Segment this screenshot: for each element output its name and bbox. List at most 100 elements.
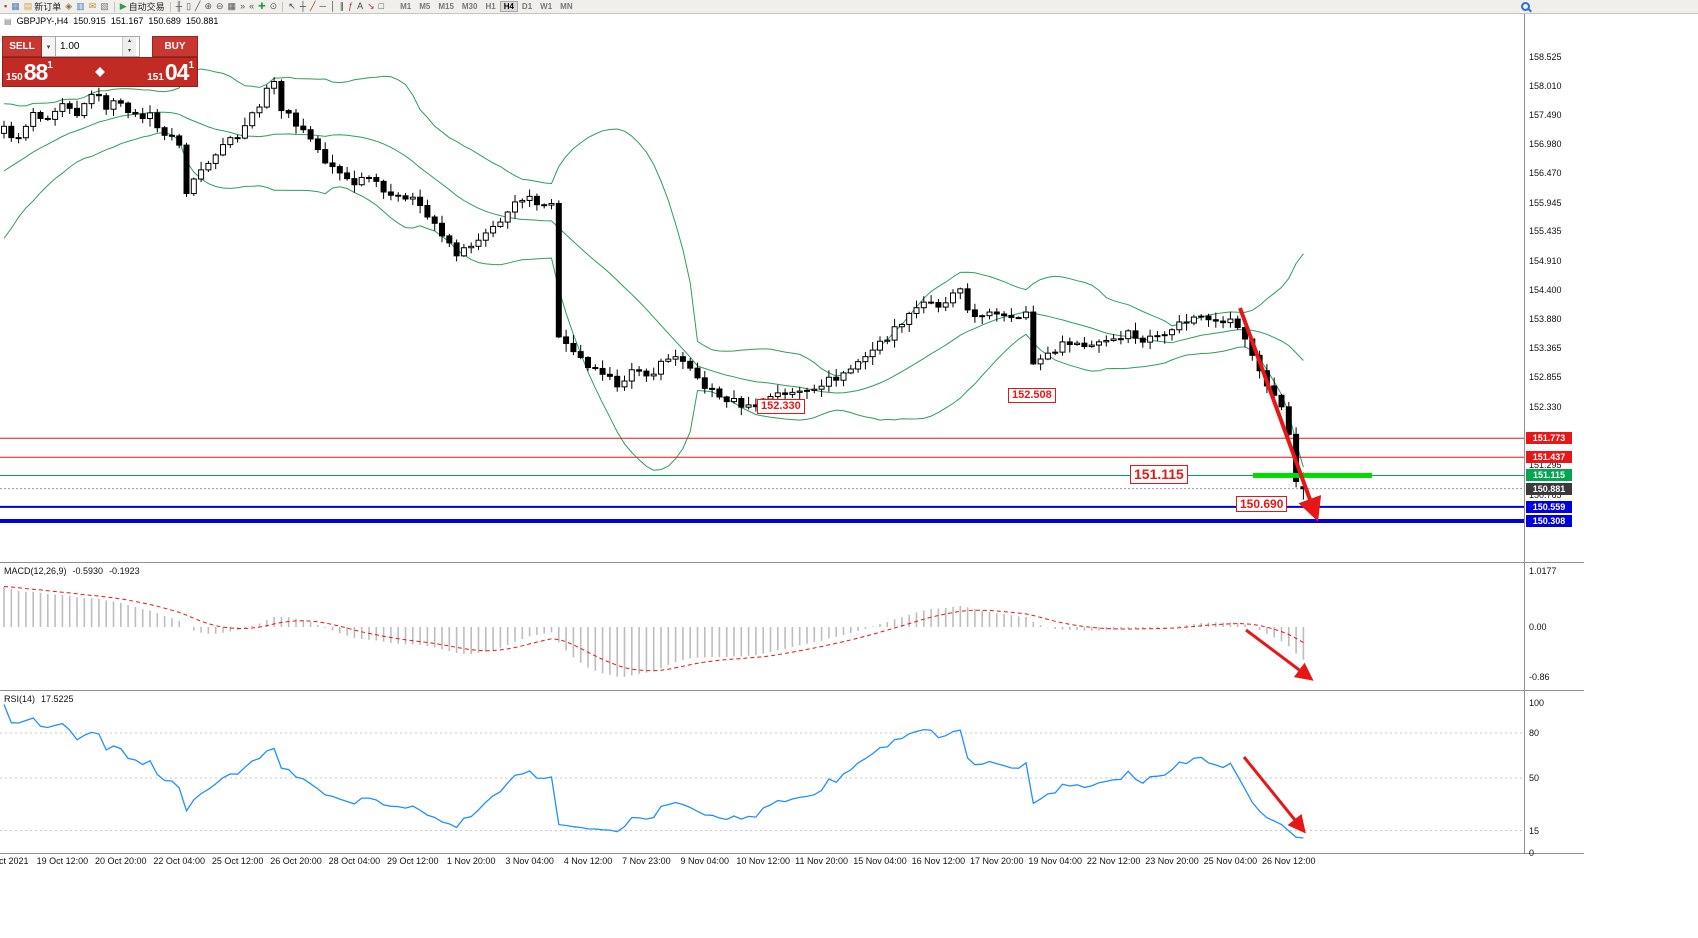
buy-button[interactable]: BUY (152, 36, 198, 57)
rsi-label: RSI(14) 17.5225 (4, 694, 74, 704)
timeframe-m15[interactable]: M15 (438, 2, 454, 11)
candlesticks (1, 77, 1307, 500)
main-toolbar: ▪ ▦ ▤ 新订单 ◈ ▥ ✉ ▧ ▶ 自动交易 ╫ ▯ ╱ ⊕ ⊖ ▦» «✚ ⊙ ↖ ┼ ╱ ─ │ ∥ ƒ A ↘ □ M1 M5… (0, 0, 1698, 14)
timeframe-m5[interactable]: M5 (419, 2, 431, 11)
cursor-icon[interactable]: ↖ (286, 1, 298, 13)
macd-scale-max: 1.0177 (1529, 566, 1557, 576)
volume-spinner: ▴ ▾ (122, 37, 136, 56)
rsi-value: 17.5225 (41, 694, 74, 704)
tile-windows-icon[interactable]: ▦ (226, 1, 239, 13)
time-label: 22 Nov 12:00 (1086, 856, 1141, 866)
volume-input[interactable] (56, 37, 122, 56)
timeframe-mn[interactable]: MN (560, 2, 573, 11)
shapes-icon[interactable]: □ (377, 1, 386, 13)
auto-trading-button[interactable]: ▶ 自动交易 (118, 1, 167, 13)
price-tag-151.437: 151.437 (1526, 451, 1572, 464)
auto-scroll-icon[interactable]: » (238, 1, 247, 13)
time-label: 11 Nov 20:00 (795, 856, 849, 866)
price-label-151.115[interactable]: 151.115 (1130, 465, 1188, 484)
timeframe-w1[interactable]: W1 (540, 2, 553, 11)
indicators-icon[interactable]: ✚ (256, 1, 268, 13)
timeframe-h4[interactable]: H4 (499, 1, 518, 12)
price-label-152.330[interactable]: 152.330 (757, 399, 805, 415)
horizontal-line-icon: ─ (319, 1, 326, 11)
time-label: 25 Oct 12:00 (211, 856, 264, 866)
volume-increase-button[interactable]: ▴ (123, 37, 136, 47)
zoom-out-icon: ⊖ (216, 1, 224, 11)
app-icon[interactable]: ▪ (2, 1, 9, 13)
scale-label: 152.855 (1529, 372, 1562, 383)
macd-label: MACD(12,26,9) -0.5930 -0.1923 (4, 566, 140, 576)
trend-arrow-macd[interactable] (1245, 628, 1314, 681)
vertical-line-icon[interactable]: │ (328, 1, 338, 13)
arrows-tool-icon[interactable]: ↘ (365, 1, 377, 13)
zoom-out-icon[interactable]: ⊖ (214, 1, 226, 13)
chart-icon: ▤ (4, 16, 12, 26)
chart-shift-icon[interactable]: « (247, 1, 256, 13)
scale-label: 151.295 (1529, 460, 1562, 471)
macd-signal-value: -0.1923 (109, 566, 140, 576)
timeframe-m1[interactable]: M1 (400, 2, 412, 11)
new-chart-icon[interactable]: ▦ (9, 1, 22, 13)
time-label: 23 Nov 20:00 (1145, 856, 1199, 866)
trend-arrow-main[interactable] (1238, 307, 1322, 522)
indicators-icon: ✚ (258, 1, 266, 11)
crosshair-icon: ┼ (299, 1, 307, 11)
scale-label: 150.765 (1529, 490, 1562, 501)
toolbar-separator (282, 1, 284, 12)
trendline-icon[interactable]: ╱ (308, 1, 317, 13)
time-label: 15 Nov 04:00 (853, 856, 907, 866)
fibonacci-icon[interactable]: ƒ (346, 1, 355, 13)
fibonacci-icon: ƒ (348, 1, 354, 11)
price-label-150.690[interactable]: 150.690 (1236, 496, 1288, 513)
navigator-icon[interactable]: ◈ (63, 1, 74, 13)
candlestick-chart-icon[interactable]: ▯ (184, 1, 193, 13)
price-tag-150.308: 150.308 (1526, 515, 1572, 528)
shapes-icon: □ (378, 1, 385, 11)
search-icon[interactable] (1521, 2, 1530, 11)
bar-low: 150.689 (148, 16, 181, 26)
mailbox-icon[interactable]: ✉ (87, 1, 99, 13)
line-chart-icon[interactable]: ╱ (193, 1, 202, 13)
support-highlight-segment[interactable] (1253, 472, 1372, 478)
time-label: 28 Oct 04:00 (328, 856, 381, 866)
timeframe-m30[interactable]: M30 (461, 2, 478, 11)
horizontal-line-icon[interactable]: ─ (318, 1, 328, 13)
bar-chart-icon[interactable]: ╫ (174, 1, 184, 13)
market-watch-icon[interactable]: ▥ (74, 1, 87, 13)
macd-scale-zero: 0.00 (1529, 622, 1547, 632)
time-label: 10 Nov 12:00 (736, 856, 790, 866)
trend-arrow-rsi[interactable] (1242, 756, 1306, 834)
scale-label: 154.910 (1529, 256, 1562, 267)
zoom-in-icon[interactable]: ⊕ (202, 1, 214, 13)
crosshair-icon[interactable]: ┼ (298, 1, 308, 13)
timeframe-h1[interactable]: H1 (485, 2, 496, 11)
toolbox-icon[interactable]: ▧ (98, 1, 111, 13)
new-order-button[interactable]: ▤ 新订单 (22, 1, 64, 13)
timeframe-d1[interactable]: D1 (521, 2, 533, 11)
market-watch-icon: ▥ (76, 1, 85, 11)
toolbar-buttons: ▪ ▦ ▤ 新订单 ◈ ▥ ✉ ▧ ▶ 自动交易 ╫ ▯ ╱ ⊕ ⊖ ▦» «✚ ⊙ ↖ ┼ ╱ ─ │ ∥ ƒ A ↘ □ (2, 1, 386, 13)
text-icon[interactable]: A (355, 1, 365, 13)
time-label: 26 Oct 20:00 (270, 856, 322, 866)
buy-price-button[interactable]: 151 04 1 (147, 60, 194, 85)
app-icon: ▪ (4, 1, 8, 11)
text-icon: A (357, 1, 364, 11)
sell-button[interactable]: SELL (2, 36, 42, 57)
bar-chart-icon: ╫ (175, 1, 183, 11)
scale-label: 154.400 (1529, 284, 1562, 295)
periods-icon[interactable]: ⊙ (268, 1, 280, 13)
macd-main-value: -0.5930 (72, 566, 104, 576)
time-label: 20 Oct 20:00 (95, 856, 147, 866)
time-label: 19 Oct 12:00 (36, 856, 89, 866)
macd-signal-line (3, 586, 1304, 672)
price-label-152.508[interactable]: 152.508 (1008, 388, 1056, 404)
ask-integer: 151 (147, 71, 164, 83)
volume-decrease-button[interactable]: ▾ (123, 46, 136, 56)
sell-price-button[interactable]: 150 88 1 (6, 60, 53, 85)
macd-name: MACD(12,26,9) (4, 566, 67, 576)
order-type-dropdown[interactable]: ▾ (42, 36, 56, 57)
channel-icon[interactable]: ∥ (338, 1, 347, 13)
bollinger-lower-band (3, 132, 1304, 471)
